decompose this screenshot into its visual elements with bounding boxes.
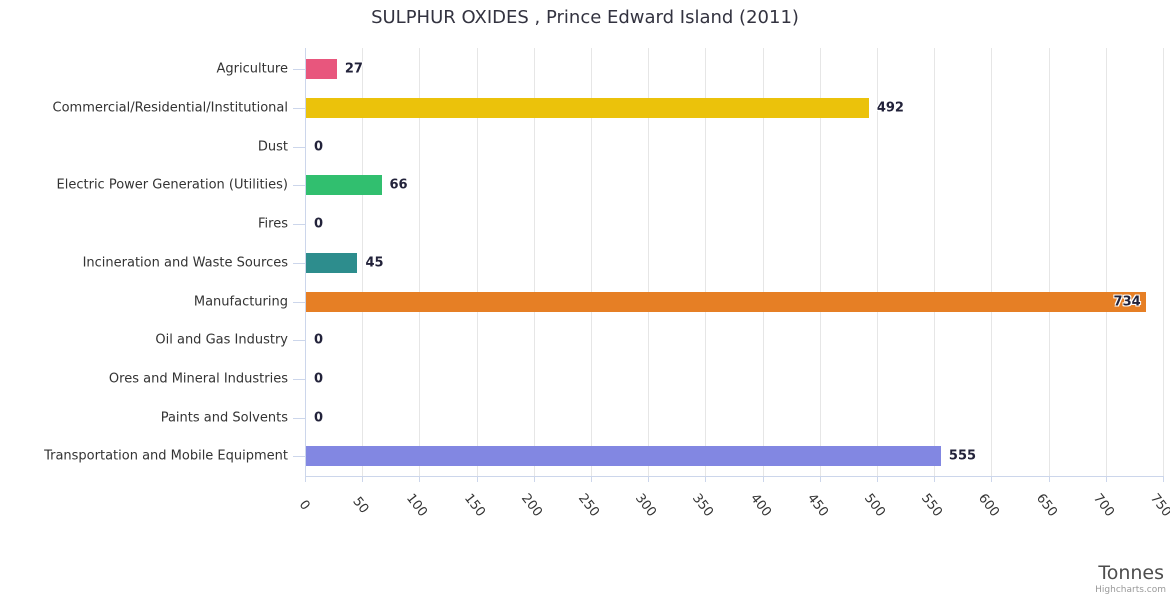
x-axis-tick-700 xyxy=(1105,477,1107,482)
value-label-paints-and-solvents: 0 xyxy=(314,410,324,426)
bar-electric-power-generation-utilities[interactable] xyxy=(306,175,382,196)
x-axis-tick-label-500: 500 xyxy=(860,491,889,520)
x-axis-tick-label-450: 450 xyxy=(803,491,831,520)
x-axis-line xyxy=(305,476,1164,477)
x-axis-tick-label-50: 50 xyxy=(349,494,372,517)
y-axis-tick xyxy=(293,224,305,226)
y-axis-tick xyxy=(293,456,305,458)
x-axis-tick-500 xyxy=(877,477,878,482)
y-axis-tick xyxy=(293,185,305,187)
x-axis-tick-label-350: 350 xyxy=(689,491,717,520)
highcharts-credit-link[interactable]: Highcharts.com xyxy=(1095,585,1166,595)
y-axis-tick xyxy=(293,378,305,380)
gridline-350 xyxy=(705,48,707,476)
gridline-750 xyxy=(1163,48,1164,476)
value-label-manufacturing: 734 xyxy=(1113,294,1141,310)
x-axis-tick-label-100: 100 xyxy=(403,491,431,520)
value-label-fires: 0 xyxy=(314,216,324,232)
bar-agriculture[interactable] xyxy=(306,59,337,80)
value-label-electric-power-generation-utilities: 66 xyxy=(389,177,408,193)
x-axis-tick-50 xyxy=(362,477,364,482)
bar-incineration-and-waste-sources[interactable] xyxy=(306,252,358,273)
category-label-manufacturing: Manufacturing xyxy=(193,294,288,310)
category-label-incineration-and-waste-sources: Incineration and Waste Sources xyxy=(82,255,288,271)
x-axis-tick-label-400: 400 xyxy=(746,491,774,520)
bar-commercial-residential-institutional[interactable] xyxy=(306,98,869,119)
x-axis-tick-label-700: 700 xyxy=(1089,491,1117,520)
x-axis-tick-750 xyxy=(1163,477,1164,482)
x-axis-tick-150 xyxy=(476,477,478,482)
y-axis-tick xyxy=(293,417,305,419)
gridline-400 xyxy=(762,48,764,476)
gridline-250 xyxy=(591,48,592,476)
gridline-100 xyxy=(419,48,421,476)
value-label-commercial-residential-institutional: 492 xyxy=(876,100,904,116)
x-axis-tick-600 xyxy=(991,477,993,482)
bar-transportation-and-mobile-equipment[interactable] xyxy=(306,446,941,467)
gridline-500 xyxy=(877,48,878,476)
gridline-650 xyxy=(1048,48,1050,476)
value-label-oil-and-gas-industry: 0 xyxy=(314,332,324,348)
gridline-150 xyxy=(476,48,478,476)
x-axis-tick-label-600: 600 xyxy=(975,491,1003,520)
x-axis-tick-label-750: 750 xyxy=(1146,491,1170,520)
x-axis-tick-label-250: 250 xyxy=(574,491,603,520)
category-label-fires: Fires xyxy=(258,216,288,232)
gridline-200 xyxy=(533,48,535,476)
x-axis-tick-0 xyxy=(305,477,306,482)
chart-title: SULPHUR OXIDES , Prince Edward Island (2… xyxy=(371,7,799,28)
x-axis-tick-350 xyxy=(705,477,707,482)
y-axis-tick xyxy=(293,262,305,264)
x-axis-tick-650 xyxy=(1048,477,1050,482)
gridline-300 xyxy=(648,48,650,476)
value-label-transportation-and-mobile-equipment: 555 xyxy=(948,448,977,464)
gridline-550 xyxy=(934,48,936,476)
x-axis-tick-label-650: 650 xyxy=(1032,491,1060,520)
gridline-450 xyxy=(819,48,821,476)
x-axis-tick-300 xyxy=(648,477,650,482)
x-axis-tick-100 xyxy=(419,477,421,482)
gridline-600 xyxy=(991,48,993,476)
value-label-dust: 0 xyxy=(314,139,324,155)
x-axis-tick-label-150: 150 xyxy=(460,491,488,520)
y-axis-tick xyxy=(293,340,305,342)
x-axis-tick-250 xyxy=(591,477,592,482)
category-label-transportation-and-mobile-equipment: Transportation and Mobile Equipment xyxy=(44,448,288,464)
value-label-agriculture: 27 xyxy=(344,61,363,77)
x-axis-title: Tonnes xyxy=(1098,562,1164,584)
y-axis-tick xyxy=(293,69,305,71)
category-label-dust: Dust xyxy=(257,139,288,155)
category-label-commercial-residential-institutional: Commercial/Residential/Institutional xyxy=(52,100,289,116)
gridline-700 xyxy=(1105,48,1107,476)
category-label-electric-power-generation-utilities: Electric Power Generation (Utilities) xyxy=(56,177,288,193)
x-axis-tick-550 xyxy=(934,477,936,482)
bar-manufacturing[interactable] xyxy=(306,291,1146,312)
gridline-50 xyxy=(362,48,364,476)
value-label-ores-and-mineral-industries: 0 xyxy=(314,371,324,387)
x-axis-tick-400 xyxy=(762,477,764,482)
x-axis-tick-450 xyxy=(819,477,821,482)
category-label-ores-and-mineral-industries: Ores and Mineral Industries xyxy=(108,371,288,387)
x-axis-tick-label-0: 0 xyxy=(295,497,313,514)
y-axis-line xyxy=(305,48,306,476)
x-axis-tick-label-550: 550 xyxy=(918,491,946,520)
value-label-incineration-and-waste-sources: 45 xyxy=(365,255,384,271)
category-label-paints-and-solvents: Paints and Solvents xyxy=(160,410,288,426)
y-axis-tick xyxy=(293,301,305,303)
y-axis-tick xyxy=(293,146,305,148)
y-axis-tick xyxy=(293,108,305,110)
x-axis-tick-label-200: 200 xyxy=(517,491,545,520)
category-label-agriculture: Agriculture xyxy=(216,61,289,77)
x-axis-tick-label-300: 300 xyxy=(632,491,660,520)
x-axis-tick-200 xyxy=(533,477,535,482)
category-label-oil-and-gas-industry: Oil and Gas Industry xyxy=(155,332,288,348)
